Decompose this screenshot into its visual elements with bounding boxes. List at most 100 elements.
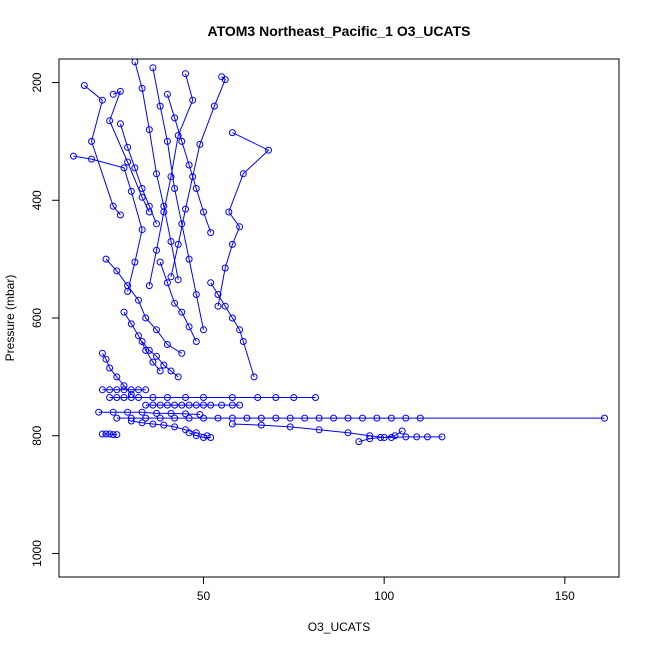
data-point <box>236 223 244 231</box>
data-point <box>221 264 229 272</box>
data-point <box>315 414 323 422</box>
x-tick-label: 150 <box>555 589 575 603</box>
data-point <box>192 432 200 440</box>
data-point <box>149 394 157 401</box>
data-point <box>98 349 106 357</box>
data-point <box>156 401 164 409</box>
series-profile <box>98 349 135 398</box>
data-point <box>272 394 280 401</box>
data-point <box>160 208 168 216</box>
series-line <box>134 61 179 280</box>
data-point <box>228 240 236 248</box>
data-point <box>228 401 236 409</box>
data-point <box>131 164 139 172</box>
data-point <box>109 202 117 210</box>
series-line <box>131 420 208 437</box>
data-point <box>189 173 197 181</box>
data-point <box>113 267 121 275</box>
series-line <box>188 432 211 438</box>
data-point <box>182 205 189 213</box>
data-point <box>167 367 175 375</box>
series-layer <box>70 59 608 446</box>
series-profile <box>149 64 207 334</box>
data-point <box>189 96 197 104</box>
data-point <box>286 414 294 422</box>
data-point <box>200 394 207 401</box>
data-point <box>257 421 265 429</box>
data-point <box>171 423 179 431</box>
data-point <box>601 414 608 422</box>
data-point <box>102 255 110 263</box>
data-point <box>113 394 121 401</box>
series-profile <box>98 386 150 394</box>
series-profile <box>138 338 182 381</box>
data-point <box>135 386 142 394</box>
data-point <box>113 431 121 439</box>
series-profile <box>156 258 200 345</box>
data-point <box>192 401 200 409</box>
data-point <box>167 173 175 181</box>
data-point <box>196 411 204 418</box>
data-point <box>200 326 207 334</box>
data-point <box>106 117 114 125</box>
x-axis: 50 100 150 <box>197 577 575 603</box>
data-point <box>98 430 106 438</box>
data-point <box>185 401 193 409</box>
data-point <box>116 120 124 128</box>
series-profile <box>80 82 124 219</box>
data-point <box>145 346 153 354</box>
data-point <box>250 373 258 381</box>
data-point <box>149 420 157 428</box>
data-point <box>138 185 146 192</box>
data-point <box>163 90 171 98</box>
data-point <box>225 208 233 216</box>
data-point <box>192 338 200 345</box>
data-point <box>315 426 323 434</box>
data-point <box>153 326 160 334</box>
data-point <box>210 102 218 110</box>
series-line <box>98 411 200 415</box>
series-profile <box>106 394 319 401</box>
series-profile <box>102 255 186 357</box>
data-point <box>135 332 142 340</box>
data-point <box>135 394 142 401</box>
data-point <box>290 394 298 401</box>
series-profile <box>145 70 197 290</box>
series-profile <box>70 152 146 295</box>
data-point <box>70 152 77 160</box>
data-point <box>95 408 103 416</box>
data-point <box>124 143 132 151</box>
data-point <box>124 282 132 290</box>
data-point <box>254 394 262 401</box>
data-point <box>124 158 132 166</box>
data-point <box>149 401 157 409</box>
y-tick-label: 200 <box>30 72 44 92</box>
data-point <box>102 355 110 363</box>
data-point <box>127 187 135 195</box>
data-point <box>373 414 381 422</box>
data-point <box>106 430 114 438</box>
series-line <box>166 94 212 233</box>
data-point <box>120 164 128 172</box>
data-point <box>387 414 395 422</box>
data-point <box>214 414 222 422</box>
series-line <box>148 73 194 286</box>
data-point <box>416 414 424 422</box>
series-line <box>217 132 270 307</box>
data-point <box>301 414 309 422</box>
data-point <box>178 401 186 409</box>
data-point <box>120 394 128 401</box>
data-point <box>142 386 150 394</box>
data-point <box>174 373 182 381</box>
data-point <box>120 386 128 394</box>
data-point <box>312 394 319 401</box>
data-point <box>239 338 247 345</box>
series-profile <box>167 73 229 281</box>
data-point <box>178 308 186 316</box>
data-point <box>120 382 128 390</box>
data-point <box>153 352 160 360</box>
data-point <box>138 193 146 201</box>
data-point <box>167 273 175 281</box>
data-point <box>344 429 352 437</box>
series-line <box>102 433 117 436</box>
